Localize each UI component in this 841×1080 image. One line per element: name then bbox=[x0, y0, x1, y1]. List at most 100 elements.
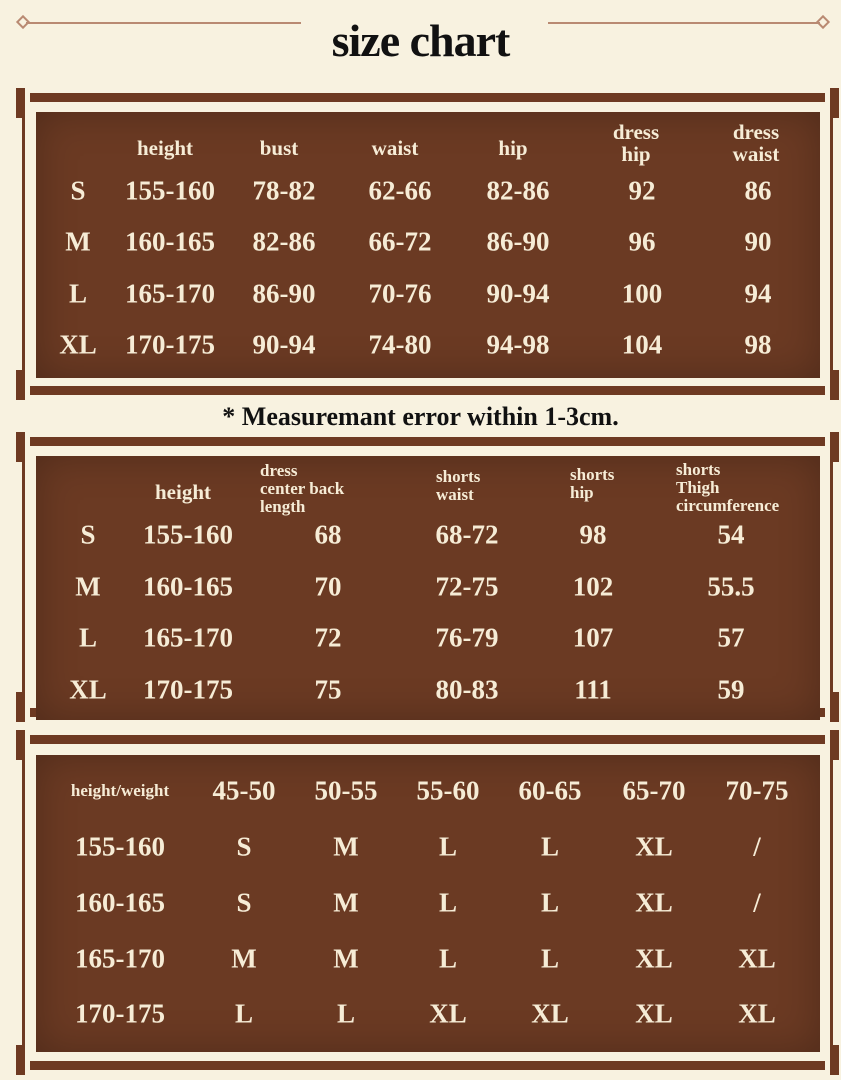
column-header: shorts waist bbox=[436, 467, 481, 504]
frame-post bbox=[831, 1045, 839, 1075]
frame-post bbox=[831, 88, 839, 118]
column-header: waist bbox=[371, 136, 419, 160]
page-title: size chart bbox=[331, 15, 511, 66]
frame-side bbox=[22, 432, 25, 722]
table-cell: 160-165 bbox=[125, 226, 215, 257]
table-cell: 90-94 bbox=[252, 329, 316, 360]
panel-measurements bbox=[36, 112, 820, 378]
table-cell: L bbox=[438, 831, 458, 862]
table-cell: 68 bbox=[314, 519, 342, 550]
table-cell: 72 bbox=[314, 622, 342, 653]
table-cell: L bbox=[336, 998, 356, 1029]
column-header: dress waist bbox=[732, 120, 780, 166]
table-cell: 82-86 bbox=[486, 175, 550, 206]
table-cell: 160-165 bbox=[75, 887, 165, 918]
table-cell: 92 bbox=[628, 175, 656, 206]
table-cell: M bbox=[333, 887, 359, 918]
table-cell: 76-79 bbox=[435, 622, 499, 653]
table-cell: / bbox=[753, 887, 761, 918]
table-cell: L bbox=[234, 998, 254, 1029]
table-cell: 102 bbox=[572, 571, 614, 602]
panel-height-weight bbox=[36, 755, 820, 1052]
table-cell: M bbox=[333, 943, 359, 974]
frame-post bbox=[831, 370, 839, 400]
table-cell: L bbox=[68, 278, 88, 309]
table-cell: M bbox=[333, 831, 359, 862]
column-header: hip bbox=[498, 136, 528, 160]
table-cell: 86-90 bbox=[486, 226, 550, 257]
table-cell: 82-86 bbox=[252, 226, 316, 257]
column-header: bust bbox=[259, 136, 299, 160]
column-header: dress center back length bbox=[260, 461, 345, 516]
table-cell: 170-175 bbox=[125, 329, 215, 360]
column-header: dress hip bbox=[612, 120, 660, 166]
frame-post bbox=[16, 432, 24, 462]
column-header: height bbox=[136, 136, 194, 160]
panel-dress-shorts bbox=[36, 456, 820, 720]
frame-side bbox=[830, 730, 833, 1075]
table-cell: XL bbox=[738, 998, 776, 1029]
table-cell: 86 bbox=[744, 175, 772, 206]
table-cell: 165-170 bbox=[75, 943, 165, 974]
table-cell: S bbox=[80, 519, 96, 550]
table-cell: L bbox=[540, 887, 560, 918]
column-header: 70-75 bbox=[725, 775, 789, 806]
table-cell: 59 bbox=[717, 674, 745, 705]
table-cell: 98 bbox=[579, 519, 607, 550]
table-cell: S bbox=[236, 887, 252, 918]
table-cell: L bbox=[540, 831, 560, 862]
table-cell: L bbox=[78, 622, 98, 653]
table-cell: 74-80 bbox=[368, 329, 432, 360]
frame-side bbox=[830, 432, 833, 722]
table-cell: L bbox=[438, 943, 458, 974]
frame-post bbox=[16, 370, 24, 400]
table-cell: S bbox=[70, 175, 86, 206]
table-cell: 68-72 bbox=[435, 519, 499, 550]
table-cell: 155-160 bbox=[75, 831, 165, 862]
table-cell: 66-72 bbox=[368, 226, 432, 257]
table-cell: 70 bbox=[314, 571, 342, 602]
ornament-line-left bbox=[26, 22, 301, 24]
frame-side bbox=[830, 88, 833, 400]
table-cell: XL bbox=[635, 887, 673, 918]
table-cell: 70-76 bbox=[368, 278, 432, 309]
table-cell: 62-66 bbox=[368, 175, 432, 206]
column-header: shorts hip bbox=[570, 465, 615, 502]
table-cell: 107 bbox=[572, 622, 614, 653]
table-cell: 170-175 bbox=[75, 998, 165, 1029]
table-cell: 94-98 bbox=[486, 329, 550, 360]
frame-top-bar bbox=[30, 93, 825, 102]
table-cell: 54 bbox=[717, 519, 745, 550]
frame-post bbox=[16, 1045, 24, 1075]
table-cell: 80-83 bbox=[435, 674, 499, 705]
frame-post bbox=[831, 432, 839, 462]
column-header: height/weight bbox=[70, 781, 170, 800]
ornament-line-right bbox=[548, 22, 820, 24]
column-header: 65-70 bbox=[622, 775, 686, 806]
column-header: 50-55 bbox=[314, 775, 378, 806]
frame-bottom-bar bbox=[30, 386, 825, 395]
frame-side bbox=[22, 88, 25, 400]
column-header: 55-60 bbox=[416, 775, 480, 806]
table-cell: XL bbox=[69, 674, 107, 705]
table-cell: 170-175 bbox=[143, 674, 233, 705]
table-cell: 57 bbox=[717, 622, 745, 653]
frame-table1 bbox=[16, 88, 839, 400]
table-cell: XL bbox=[59, 329, 97, 360]
table-cell: XL bbox=[429, 998, 467, 1029]
table-cell: M bbox=[75, 571, 101, 602]
table-cell: 165-170 bbox=[143, 622, 233, 653]
table-cell: 90 bbox=[744, 226, 772, 257]
table-cell: 78-82 bbox=[252, 175, 316, 206]
frame-bottom-bar bbox=[30, 1061, 825, 1070]
table-cell: 75 bbox=[314, 674, 342, 705]
table-cell: XL bbox=[635, 831, 673, 862]
frame-post bbox=[16, 88, 24, 118]
table-cell: 111 bbox=[574, 674, 612, 705]
table-cell: XL bbox=[531, 998, 569, 1029]
table-cell: 165-170 bbox=[125, 278, 215, 309]
frame-top-bar bbox=[30, 437, 825, 446]
frame-table3 bbox=[16, 730, 839, 1075]
table-cell: XL bbox=[738, 943, 776, 974]
table-cell: L bbox=[540, 943, 560, 974]
